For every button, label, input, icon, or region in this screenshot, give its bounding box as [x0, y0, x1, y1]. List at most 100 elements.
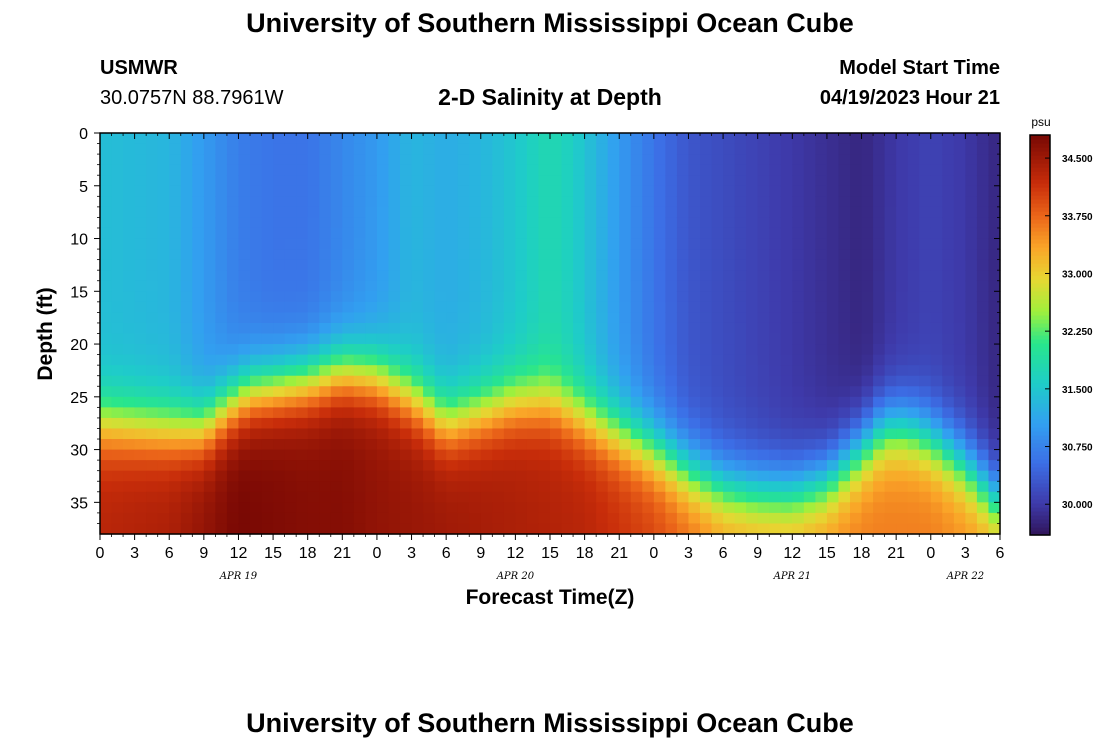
heatmap-cell [353, 280, 366, 292]
heatmap-cell [838, 322, 851, 335]
heatmap-cell [446, 143, 459, 155]
heatmap-cell [861, 428, 874, 440]
heatmap-cell [723, 502, 736, 514]
heatmap-cell [942, 154, 955, 166]
heatmap-cell [884, 164, 897, 176]
heatmap-cell [723, 354, 736, 366]
heatmap-cell [446, 428, 459, 440]
heatmap-cell [492, 396, 505, 408]
heatmap-cell [907, 154, 920, 166]
heatmap-cell [192, 491, 205, 503]
heatmap-cell [330, 301, 343, 313]
heatmap-cell [976, 301, 990, 313]
heatmap-cell [353, 133, 366, 145]
heatmap-cell [988, 502, 1001, 514]
heatmap-cell [526, 460, 540, 472]
heatmap-cell [250, 491, 263, 503]
heatmap-cell [134, 386, 147, 398]
heatmap-cell [284, 375, 297, 387]
x-tick-label: 3 [684, 545, 693, 562]
heatmap-cell [100, 175, 113, 187]
heatmap-cell [192, 312, 205, 324]
heatmap-cell [238, 344, 251, 356]
heatmap-cell [573, 449, 586, 461]
heatmap-cell [157, 291, 170, 303]
heatmap-cell [446, 312, 459, 324]
heatmap-cell [296, 196, 309, 208]
heatmap-cell [988, 291, 1001, 303]
heatmap-cell [653, 344, 666, 356]
heatmap-cell [446, 375, 459, 387]
heatmap-cell [746, 417, 759, 430]
heatmap-cell [815, 291, 828, 303]
heatmap-cell [503, 512, 516, 525]
heatmap-cell [123, 206, 136, 219]
heatmap-cell [250, 365, 263, 377]
heatmap-cell [942, 375, 955, 387]
colorbar-segment [1030, 135, 1050, 140]
heatmap-cell [976, 175, 990, 187]
heatmap-cell [238, 227, 251, 240]
heatmap-cell [838, 449, 851, 461]
heatmap-cell [388, 185, 401, 197]
heatmap-cell [930, 217, 943, 229]
y-tick-label: 25 [70, 390, 88, 407]
heatmap-cell [780, 270, 793, 282]
heatmap-cell [503, 428, 516, 440]
heatmap-cell [469, 238, 482, 250]
colorbar-segment [1030, 395, 1050, 400]
heatmap-cell [780, 217, 793, 229]
heatmap-cell [100, 354, 113, 366]
heatmap-cell [884, 407, 897, 419]
heatmap-cell [284, 428, 297, 440]
heatmap-cell [400, 396, 413, 408]
heatmap-cell [630, 333, 643, 345]
heatmap-cell [411, 502, 424, 514]
heatmap-cell [169, 206, 182, 219]
heatmap-cell [873, 449, 886, 461]
heatmap-cell [988, 196, 1001, 208]
heatmap-cell [434, 301, 447, 313]
heatmap-cell [792, 196, 805, 208]
heatmap-cell [584, 175, 597, 187]
heatmap-cell [561, 470, 574, 482]
heatmap-cell [146, 206, 159, 219]
heatmap-cell [388, 407, 401, 419]
heatmap-cell [526, 196, 540, 208]
heatmap-cell [838, 312, 851, 324]
heatmap-cell [907, 280, 920, 292]
heatmap-cell [503, 407, 516, 419]
heatmap-cell [850, 481, 863, 493]
heatmap-cell [388, 175, 401, 187]
heatmap-cell [134, 164, 147, 176]
heatmap-cell [538, 217, 551, 229]
heatmap-cell [942, 481, 955, 493]
heatmap-cell [515, 143, 528, 155]
heatmap-cell [861, 502, 874, 514]
heatmap-cell [896, 133, 909, 145]
heatmap-cell [457, 481, 470, 493]
heatmap-cell [261, 227, 274, 240]
heatmap-cell [319, 344, 332, 356]
heatmap-cell [123, 375, 136, 387]
heatmap-cell [965, 354, 978, 366]
heatmap-cell [930, 439, 943, 451]
heatmap-cell [942, 259, 955, 271]
heatmap-cell [123, 227, 136, 240]
colorbar-segment [1030, 531, 1050, 536]
heatmap-cell [826, 175, 840, 187]
heatmap-cell [780, 375, 793, 387]
heatmap-cell [526, 206, 540, 219]
heatmap-cell [411, 407, 424, 419]
heatmap-cell [850, 439, 863, 451]
heatmap-cell [342, 344, 355, 356]
colorbar-segment [1030, 223, 1050, 228]
heatmap-cell [203, 143, 216, 155]
heatmap-cell [607, 185, 620, 197]
heatmap-cell [423, 460, 436, 472]
heatmap-cell [146, 196, 159, 208]
heatmap-cell [446, 481, 459, 493]
heatmap-cell [965, 439, 978, 451]
heatmap-cell [896, 249, 909, 261]
heatmap-cell [596, 375, 609, 387]
